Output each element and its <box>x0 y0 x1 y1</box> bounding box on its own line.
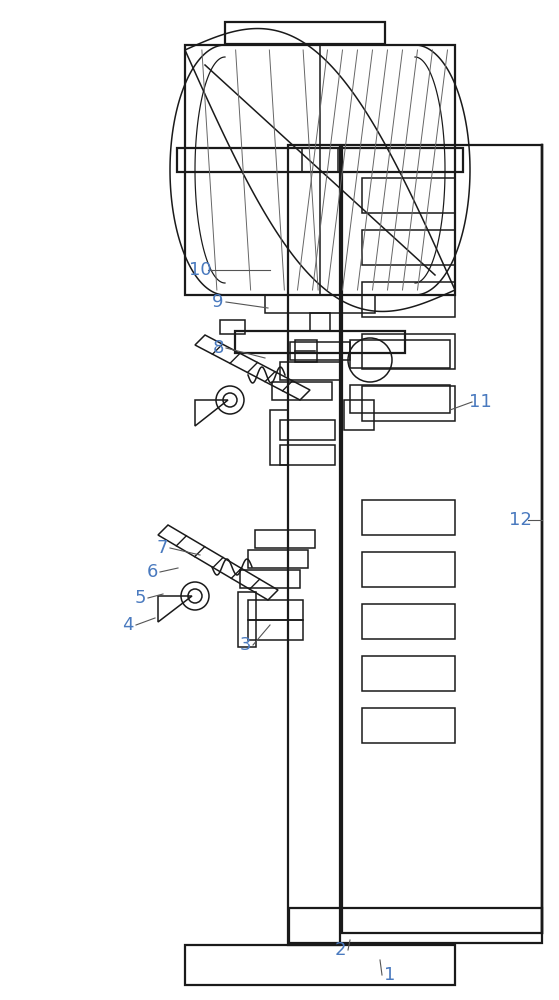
Bar <box>362 604 455 639</box>
Text: 8: 8 <box>212 339 224 357</box>
Text: 1: 1 <box>385 966 396 984</box>
Bar <box>350 340 450 368</box>
Bar <box>362 552 455 587</box>
Bar <box>362 656 455 691</box>
Bar <box>265 295 375 313</box>
Bar <box>280 362 340 380</box>
Bar <box>362 178 455 213</box>
Text: 6: 6 <box>146 563 158 581</box>
Text: 3: 3 <box>239 636 251 654</box>
Bar <box>362 708 455 743</box>
Bar <box>235 331 405 353</box>
Bar <box>280 445 335 465</box>
Bar <box>272 382 332 400</box>
Bar <box>362 334 455 369</box>
Bar <box>362 386 455 421</box>
Bar <box>344 400 374 430</box>
Bar <box>280 420 335 440</box>
Bar <box>362 500 455 535</box>
Text: 9: 9 <box>212 293 224 311</box>
Text: 12: 12 <box>509 511 532 529</box>
Bar <box>185 945 455 985</box>
Text: 10: 10 <box>189 261 211 279</box>
Bar <box>342 145 542 933</box>
Bar <box>248 600 303 620</box>
Bar <box>248 620 303 640</box>
Bar <box>248 550 308 568</box>
Bar <box>220 320 245 334</box>
Bar <box>177 148 463 172</box>
Bar <box>185 45 455 295</box>
Bar <box>240 570 300 588</box>
Bar <box>362 282 455 317</box>
Bar <box>238 592 256 647</box>
Bar <box>255 530 315 548</box>
Text: 7: 7 <box>157 539 168 557</box>
Bar <box>225 22 385 44</box>
Text: 5: 5 <box>134 589 146 607</box>
Text: 2: 2 <box>334 941 346 959</box>
Bar <box>289 908 542 943</box>
Bar <box>362 230 455 265</box>
Bar <box>302 148 338 172</box>
Bar <box>288 145 340 945</box>
Bar <box>310 313 330 331</box>
Text: 11: 11 <box>468 393 491 411</box>
Bar <box>290 342 350 360</box>
Bar <box>270 410 288 465</box>
Bar <box>350 385 450 413</box>
Text: 4: 4 <box>122 616 134 634</box>
Bar <box>295 340 317 362</box>
